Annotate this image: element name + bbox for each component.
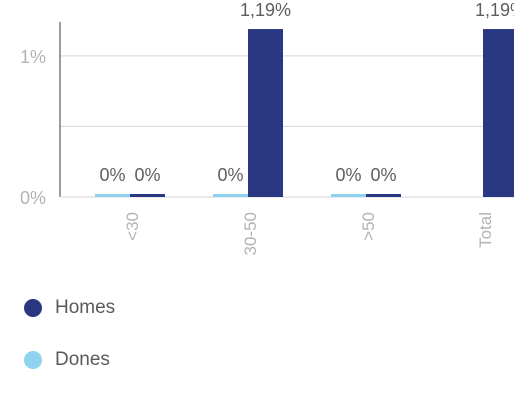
x-tick-label: Total	[476, 212, 495, 248]
x-tick-label: >50	[359, 212, 378, 241]
legend-item-dones: Dones	[24, 346, 115, 374]
x-tick-label: 30-50	[241, 212, 260, 255]
legend: Homes Dones	[24, 294, 115, 398]
legend-swatch-homes	[24, 299, 42, 317]
data-label: 0%	[370, 165, 396, 185]
data-label: 0%	[134, 165, 160, 185]
bar-dones-2	[331, 194, 366, 197]
tick-labels: 0% 1% <30 30-50 >50 Total	[20, 47, 495, 256]
legend-swatch-dones	[24, 351, 42, 369]
bar-homes-3	[483, 29, 514, 197]
bar-chart: 0% 0% 0% 1,19% 0% 0% 1,19% 0% 1% <30 30-50 >50 Tota…	[20, 0, 514, 256]
x-tick-label: <30	[123, 212, 142, 241]
y-tick-label: 0%	[20, 188, 46, 208]
bar-homes-0	[130, 194, 165, 197]
legend-item-homes: Homes	[24, 294, 115, 322]
legend-label-homes: Homes	[55, 297, 116, 318]
bar-homes-2	[366, 194, 401, 197]
bar-dones-1	[213, 194, 248, 197]
bar-dones-0	[95, 194, 130, 197]
legend-label-dones: Dones	[55, 349, 110, 370]
data-label: 1,19%	[475, 0, 514, 20]
bars	[95, 29, 514, 197]
data-label: 0%	[217, 165, 243, 185]
data-labels: 0% 0% 0% 1,19% 0% 0% 1,19%	[99, 0, 514, 185]
axes	[59, 22, 514, 198]
y-tick-label: 1%	[20, 47, 46, 67]
bar-homes-1	[248, 29, 283, 197]
data-label: 0%	[335, 165, 361, 185]
data-label: 1,19%	[240, 0, 291, 20]
gridlines	[60, 55, 514, 127]
data-label: 0%	[99, 165, 125, 185]
